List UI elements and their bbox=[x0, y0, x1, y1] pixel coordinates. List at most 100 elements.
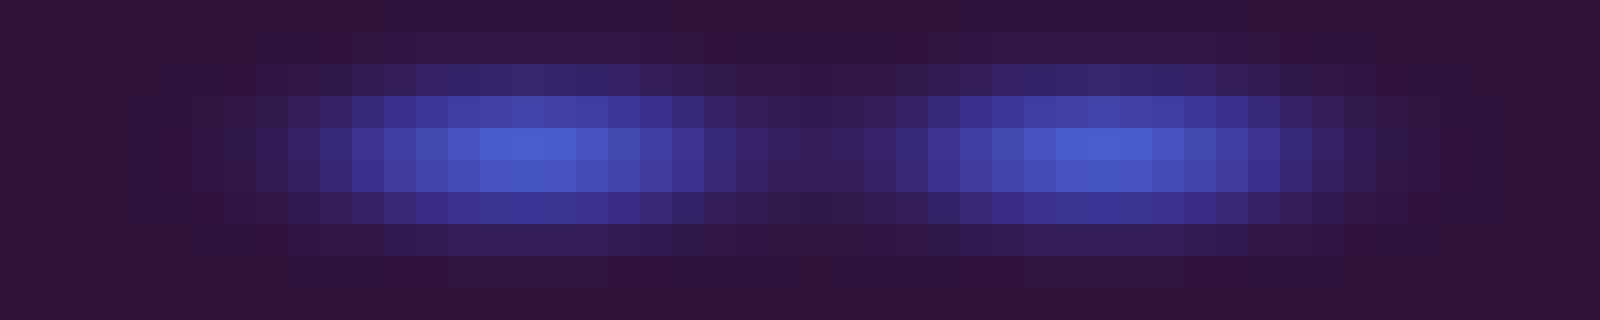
heatmap-cell bbox=[480, 64, 513, 97]
heatmap-cell bbox=[1536, 160, 1569, 193]
heatmap-cell bbox=[1056, 288, 1089, 320]
heatmap-cell bbox=[1120, 0, 1153, 33]
heatmap-cell bbox=[1024, 256, 1057, 289]
heatmap-cell bbox=[1440, 64, 1473, 97]
heatmap-cell bbox=[928, 256, 961, 289]
heatmap-cell bbox=[704, 128, 737, 161]
heatmap-cell bbox=[832, 160, 865, 193]
heatmap-cell bbox=[1344, 0, 1377, 33]
heatmap-cell bbox=[1024, 0, 1057, 33]
heatmap-cell bbox=[640, 256, 673, 289]
heatmap-cell bbox=[896, 256, 929, 289]
heatmap-cell bbox=[448, 256, 481, 289]
heatmap-cell bbox=[160, 64, 193, 97]
heatmap-cell bbox=[832, 0, 865, 33]
heatmap-cell bbox=[1408, 0, 1441, 33]
heatmap-cell bbox=[0, 96, 33, 129]
heatmap-cell bbox=[672, 0, 705, 33]
heatmap-cell bbox=[1216, 288, 1249, 320]
heatmap-cell bbox=[736, 224, 769, 257]
heatmap-cell bbox=[448, 32, 481, 65]
heatmap-cell bbox=[608, 288, 641, 320]
heatmap-cell bbox=[96, 192, 129, 225]
heatmap-cell bbox=[352, 64, 385, 97]
heatmap-cell bbox=[608, 160, 641, 193]
heatmap-cell bbox=[1376, 224, 1409, 257]
heatmap-cell bbox=[1216, 224, 1249, 257]
heatmap-cell bbox=[544, 224, 577, 257]
heatmap-cell bbox=[640, 64, 673, 97]
heatmap-cell bbox=[224, 32, 257, 65]
heatmap-cell bbox=[1472, 128, 1505, 161]
heatmap-cell bbox=[864, 288, 897, 320]
heatmap-cell bbox=[1344, 96, 1377, 129]
heatmap-cell bbox=[1152, 96, 1185, 129]
heatmap-cell bbox=[1248, 128, 1281, 161]
heatmap-cell bbox=[1376, 256, 1409, 289]
heatmap-cell bbox=[1120, 32, 1153, 65]
heatmap-cell bbox=[864, 96, 897, 129]
heatmap-cell bbox=[192, 0, 225, 33]
heatmap-cell bbox=[320, 32, 353, 65]
heatmap-cell bbox=[1024, 160, 1057, 193]
heatmap-cell bbox=[384, 32, 417, 65]
heatmap-cell bbox=[32, 96, 65, 129]
heatmap-cell bbox=[736, 0, 769, 33]
heatmap-cell bbox=[1312, 288, 1345, 320]
heatmap-cell bbox=[1280, 128, 1313, 161]
heatmap-cell bbox=[416, 96, 449, 129]
heatmap-cell bbox=[640, 288, 673, 320]
heatmap-cell bbox=[1248, 96, 1281, 129]
heatmap-cell bbox=[544, 32, 577, 65]
heatmap-cell bbox=[288, 96, 321, 129]
heatmap-cell bbox=[1280, 96, 1313, 129]
heatmap-cell bbox=[704, 160, 737, 193]
heatmap-cell bbox=[992, 256, 1025, 289]
heatmap-cell bbox=[1184, 64, 1217, 97]
heatmap-cell bbox=[96, 0, 129, 33]
heatmap-cell bbox=[416, 256, 449, 289]
heatmap-cell bbox=[32, 128, 65, 161]
heatmap-cell bbox=[128, 192, 161, 225]
heatmap-cell bbox=[192, 96, 225, 129]
heatmap-cell bbox=[352, 224, 385, 257]
heatmap-cell bbox=[672, 64, 705, 97]
heatmap-cell bbox=[1248, 64, 1281, 97]
heatmap-cell bbox=[32, 0, 65, 33]
heatmap-cell bbox=[160, 32, 193, 65]
heatmap-cell bbox=[576, 32, 609, 65]
heatmap-cell bbox=[1344, 192, 1377, 225]
heatmap-cell bbox=[256, 32, 289, 65]
heatmap-cell bbox=[64, 64, 97, 97]
heatmap-cell bbox=[1376, 192, 1409, 225]
heatmap-cell bbox=[768, 256, 801, 289]
heatmap-cell bbox=[768, 160, 801, 193]
heatmap-cell bbox=[1568, 96, 1600, 129]
chart bbox=[0, 0, 1600, 320]
heatmap-cell bbox=[128, 96, 161, 129]
heatmap-cell bbox=[160, 0, 193, 33]
heatmap-cell bbox=[1408, 256, 1441, 289]
heatmap-cell bbox=[864, 0, 897, 33]
heatmap-cell bbox=[864, 64, 897, 97]
heatmap-cell bbox=[544, 256, 577, 289]
heatmap-cell bbox=[864, 160, 897, 193]
heatmap-cell bbox=[768, 128, 801, 161]
heatmap-cell bbox=[0, 288, 33, 320]
heatmap-cell bbox=[640, 192, 673, 225]
heatmap-cell bbox=[1312, 256, 1345, 289]
heatmap-cell bbox=[512, 192, 545, 225]
heatmap-cell bbox=[544, 192, 577, 225]
heatmap-cell bbox=[1024, 192, 1057, 225]
heatmap-cell bbox=[736, 128, 769, 161]
heatmap-cell bbox=[320, 288, 353, 320]
heatmap-cell bbox=[96, 288, 129, 320]
heatmap-cell bbox=[1120, 288, 1153, 320]
heatmap-cell bbox=[1472, 96, 1505, 129]
heatmap-cell bbox=[384, 192, 417, 225]
heatmap-cell bbox=[1152, 256, 1185, 289]
heatmap-cell bbox=[64, 96, 97, 129]
heatmap-cell bbox=[1536, 64, 1569, 97]
heatmap-cell bbox=[512, 64, 545, 97]
heatmap-cell bbox=[1504, 192, 1537, 225]
